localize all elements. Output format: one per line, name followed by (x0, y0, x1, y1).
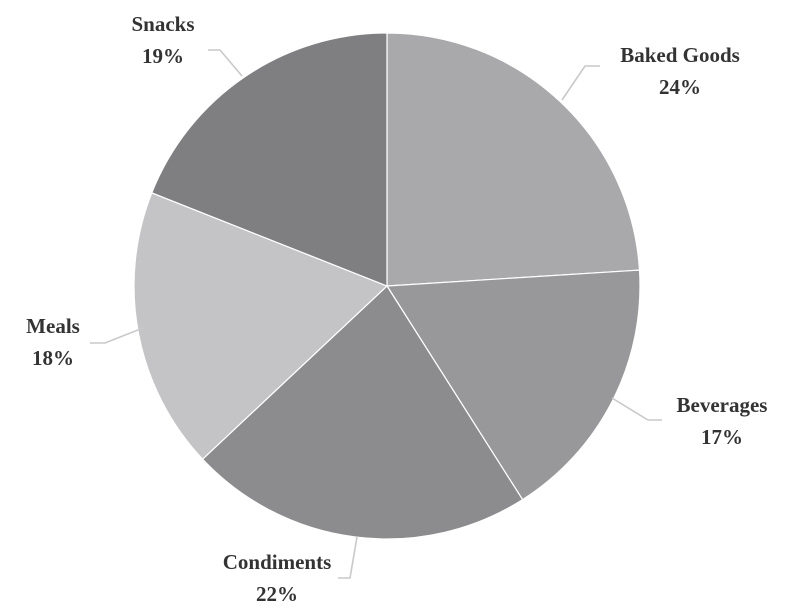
slice-value-label-condiments: 22% (256, 582, 298, 606)
pie-slice-baked-goods (386, 32, 641, 287)
slice-value-label-snacks: 19% (142, 44, 184, 68)
slice-value-label-meals: 18% (32, 346, 74, 370)
leader-line-meals (90, 327, 144, 344)
slice-label-snacks: Snacks (131, 12, 194, 36)
slice-label-condiments: Condiments (223, 550, 332, 574)
slice-label-baked-goods: Baked Goods (620, 43, 740, 67)
leader-line-beverages (611, 397, 662, 421)
leader-line-condiments (338, 536, 358, 579)
leader-line-baked-goods (561, 65, 600, 101)
pie-slice-condiments (201, 285, 524, 540)
slice-value-label-beverages: 17% (701, 425, 743, 449)
slice-label-beverages: Beverages (677, 393, 768, 417)
pie-slice-snacks (150, 32, 388, 287)
leader-line-snacks (208, 49, 243, 77)
pie-slice-meals (133, 192, 389, 461)
pie-slice-beverages (385, 269, 641, 501)
slice-label-meals: Meals (26, 314, 80, 338)
slice-value-label-baked-goods: 24% (659, 75, 701, 99)
